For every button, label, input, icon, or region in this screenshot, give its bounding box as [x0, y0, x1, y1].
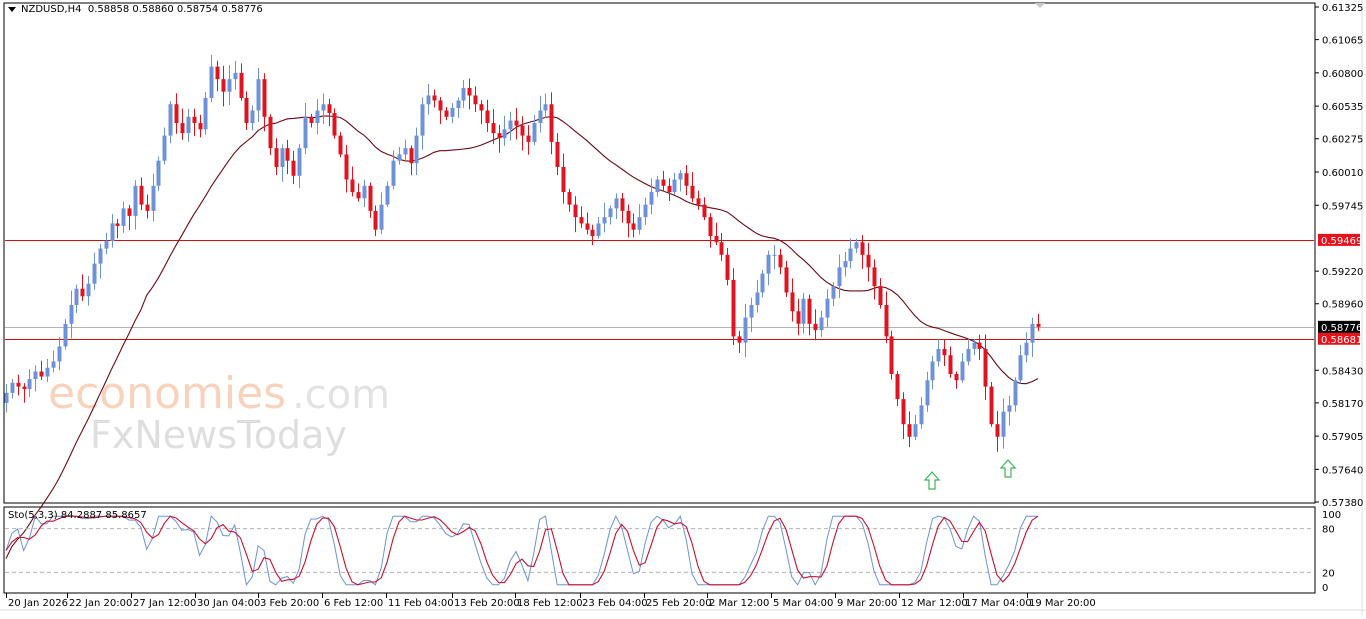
sto-signal-line: [5, 515, 1039, 586]
price-tick-label: 0.60535: [1322, 102, 1363, 113]
time-tick-label: 2 Mar 12:00: [709, 598, 769, 609]
stochastic-oscillator: 100 80 20 0: [5, 510, 1341, 594]
time-tick-label: 6 Feb 12:00: [324, 598, 383, 609]
price-tag-label: 0.58776: [1321, 323, 1362, 334]
price-tick-label: 0.57905: [1322, 432, 1363, 443]
time-tick-label: 20 Jan 2026: [8, 598, 68, 609]
price-tick-label: 0.59745: [1322, 201, 1363, 212]
price-tag: [1318, 320, 1360, 333]
chart-title: NZDUSD,H4 0.58858 0.58860 0.58754 0.5877…: [8, 4, 263, 15]
annotation-arrows: [923, 459, 1017, 490]
time-tick-label: 27 Jan 12:00: [133, 598, 196, 609]
price-tick-label: 0.60275: [1322, 135, 1363, 146]
time-tick-label: 22 Jan 20:00: [69, 598, 132, 609]
time-tick-label: 5 Mar 04:00: [773, 598, 833, 609]
sto-level-label: 20: [1322, 568, 1335, 579]
watermark-economies: economies: [48, 368, 286, 419]
price-tag: [1318, 332, 1360, 345]
time-tick-label: 18 Feb 12:00: [517, 598, 583, 609]
symbol-label: NZDUSD,H4: [21, 4, 82, 15]
shift-marker-icon[interactable]: [1035, 3, 1045, 8]
time-tick-label: 30 Jan 04:00: [197, 598, 260, 609]
sto-level-label: 100: [1322, 510, 1341, 521]
price-tick-label: 0.60010: [1322, 168, 1363, 179]
sto-level-label: 0: [1322, 583, 1328, 594]
up-arrow-icon[interactable]: [999, 459, 1017, 478]
watermark-dotcom: .com: [292, 372, 390, 418]
time-tick-label: 19 Mar 20:00: [1029, 598, 1096, 609]
price-tag-label: 0.59469: [1321, 236, 1362, 247]
price-tick-label: 0.58430: [1322, 366, 1363, 377]
price-tick-label: 0.60800: [1322, 69, 1363, 80]
sto-main-line: [5, 515, 1039, 587]
time-axis: 20 Jan 2026 22 Jan 20:00 27 Jan 12:00 30 Ja…: [6, 593, 1096, 609]
time-tick-label: 3 Feb 20:00: [260, 598, 319, 609]
candlesticks: [4, 54, 1041, 452]
ohlc-values: 0.58858 0.58860 0.58754 0.58776: [87, 4, 263, 15]
price-tag-label: 0.58681: [1321, 335, 1362, 346]
time-tick-label: 11 Feb 04:00: [388, 598, 454, 609]
up-arrow-icon[interactable]: [923, 471, 941, 490]
horizontal-levels: [5, 240, 1314, 340]
time-tick-label: 9 Mar 20:00: [837, 598, 897, 609]
watermark-fxnewstoday: FxNewsToday: [90, 413, 347, 457]
price-tick-label: 0.58170: [1322, 399, 1363, 410]
time-tick-label: 13 Feb 20:00: [454, 598, 520, 609]
time-tick-label: 23 Feb 04:00: [582, 598, 648, 609]
price-tick-label: 0.57640: [1322, 465, 1363, 476]
indicator-title: Sto(5,3,3) 84.2887 85.8657: [8, 510, 147, 521]
price-tick-label: 0.61325: [1322, 3, 1363, 14]
time-tick-label: 25 Feb 20:00: [646, 598, 712, 609]
time-tick-label: 17 Mar 04:00: [965, 598, 1032, 609]
price-tick-label: 0.61065: [1322, 36, 1363, 47]
price-tick-label: 0.57380: [1322, 498, 1363, 509]
sto-level-label: 80: [1322, 525, 1335, 536]
price-tick-label: 0.59220: [1322, 267, 1363, 278]
price-tick-label: 0.58960: [1322, 300, 1363, 311]
time-tick-label: 12 Mar 12:00: [901, 598, 968, 609]
dropdown-triangle-icon[interactable]: [8, 6, 16, 12]
price-axis: 0.61325 0.61065 0.60800 0.60535 0.60275 0.600…: [1315, 3, 1363, 509]
price-tag: [1318, 233, 1360, 246]
indicator-pane[interactable]: [3, 506, 1316, 594]
